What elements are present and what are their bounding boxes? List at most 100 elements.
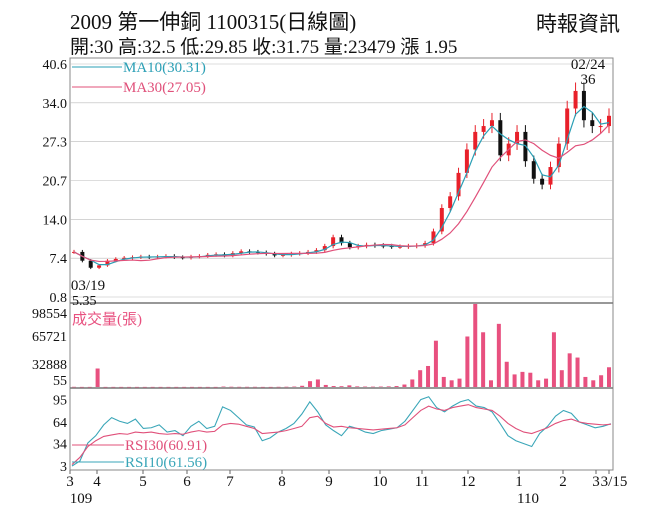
candle-body: [347, 243, 352, 248]
candle-body: [439, 208, 444, 232]
year-label: 110: [517, 491, 539, 507]
month-label: 10: [373, 474, 388, 490]
volume-bar: [394, 386, 399, 387]
volume-bar: [583, 376, 588, 387]
volume-bar: [87, 386, 92, 388]
quote-summary: 開:30 高:32.5 低:29.85 收:31.75 量:23479 漲 1.…: [70, 37, 458, 58]
volume-bar: [488, 380, 493, 387]
month-label: 2: [559, 474, 567, 490]
volume-bar: [292, 386, 297, 388]
plot-border: [69, 57, 614, 471]
year-label: 109: [70, 491, 93, 507]
volume-bar: [190, 386, 195, 388]
month-label: 12: [461, 474, 476, 490]
y-tick-label: 27.3: [43, 136, 68, 151]
ma10-line: [73, 105, 610, 266]
candle-body: [314, 250, 319, 252]
volume-bar: [213, 386, 218, 388]
volume-bar: [496, 323, 501, 387]
candle-body: [97, 265, 102, 268]
volume-bar: [237, 386, 242, 388]
volume-bar: [347, 385, 352, 387]
price-panel: 40.6 34.0 27.3 20.7 14.0 7.4 0.8 MA10(30.31) MA3…: [43, 57, 613, 309]
y-tick-label: 0.8: [50, 291, 68, 306]
volume-bar: [528, 372, 533, 387]
rsi10-line: [71, 396, 612, 467]
volume-bar: [205, 386, 210, 388]
ma10-legend: MA10(30.31): [123, 60, 206, 76]
month-label: 7: [226, 474, 234, 490]
y-tick-label: 14.0: [43, 213, 68, 228]
volume-label: 成交量(張): [72, 310, 142, 328]
rsi30-legend: RSI30(60.91): [125, 438, 207, 454]
volume-bar: [418, 370, 423, 387]
candle-body: [122, 257, 127, 259]
y-tick-label: 34.0: [43, 97, 68, 112]
month-label: 3: [66, 474, 74, 490]
high-value-label: 36: [581, 72, 597, 88]
volume-bar: [378, 386, 383, 388]
month-label: 3: [592, 474, 600, 490]
volume-bar: [591, 380, 596, 387]
volume-bar: [323, 384, 328, 387]
candle-body: [272, 253, 277, 256]
rsi-tick-label: 3: [60, 460, 67, 475]
volume-bar: [481, 332, 486, 387]
y-tick-label: 7.4: [50, 252, 68, 267]
volume-bar: [402, 384, 407, 387]
volume-bar: [449, 380, 454, 387]
volume-bar: [433, 340, 438, 387]
volume-bar: [512, 374, 517, 387]
rsi30-line: [71, 404, 612, 465]
month-label: 5: [139, 474, 147, 490]
volume-bar: [575, 357, 580, 387]
low-value-label: 5.35: [72, 294, 97, 309]
volume-bar: [308, 381, 313, 387]
volume-bar: [127, 386, 132, 388]
candle-body: [180, 257, 185, 259]
candle-body: [481, 126, 486, 132]
y-tick-label: 20.7: [43, 175, 68, 190]
volume-tick-label: 32888: [32, 358, 67, 373]
volume-bar: [72, 386, 76, 388]
high-date-label: 02/24: [571, 57, 606, 73]
volume-bar: [504, 361, 509, 387]
candle-body: [607, 115, 611, 127]
candle-body: [565, 108, 570, 144]
candle-body: [598, 126, 603, 128]
volume-bar: [197, 386, 202, 388]
ma30-line: [73, 124, 610, 263]
volume-tick-label: 65721: [32, 330, 67, 345]
chart-frame: [69, 57, 614, 471]
candle-body: [489, 120, 494, 127]
rsi-panel: 95 64 34 3 RSI30(60.91)RSI10(61.56): [53, 394, 612, 475]
volume-bar: [268, 386, 273, 388]
candle-body: [498, 120, 503, 156]
volume-bar: [260, 386, 265, 388]
volume-bar: [599, 375, 604, 387]
candle-body: [456, 172, 461, 197]
volume-bar: [142, 386, 147, 388]
candle-body: [280, 254, 285, 256]
volume-bar: [607, 367, 611, 387]
rsi-tick-label: 64: [53, 416, 67, 431]
low-date-label: 03/19: [71, 278, 105, 294]
volume-bar: [536, 380, 541, 387]
volume-bar: [276, 386, 281, 388]
volume-bar: [355, 386, 360, 387]
candle-body: [398, 246, 403, 248]
volume-bar: [150, 386, 155, 388]
volume-bar: [221, 386, 226, 388]
volume-bar: [315, 379, 320, 387]
volume-bar: [229, 386, 234, 388]
month-label: 4: [93, 474, 101, 490]
candle-body: [331, 237, 336, 247]
volume-bar: [441, 376, 446, 387]
volume-bar: [166, 386, 171, 388]
volume-bar: [567, 353, 572, 387]
volume-bar: [245, 386, 250, 388]
candle-body: [88, 260, 93, 268]
